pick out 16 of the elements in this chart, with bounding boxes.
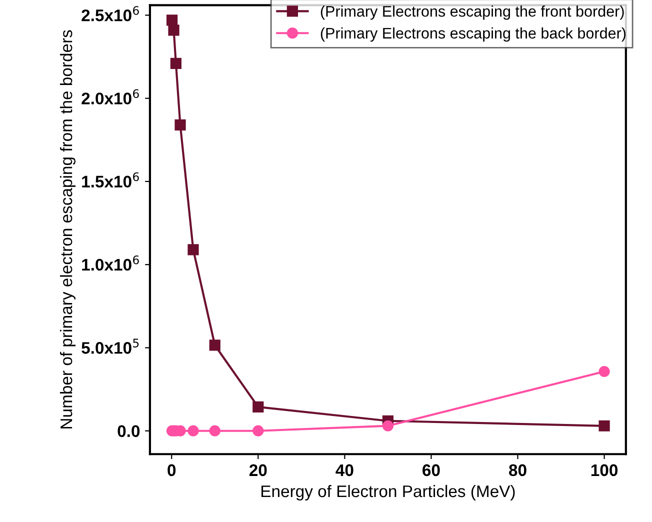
y-tick-label: 0.0 [118,425,140,438]
x-axis-title: Energy of Electron Particles (MeV) [261,484,515,500]
legend-label: (Primary Electrons escaping the front border) [320,6,624,20]
x-tick-label: 80 [509,464,526,476]
y-tick-label: 1.5x10$^{6}$ [82,172,139,188]
legend-label: (Primary Electrons escaping the back border) [320,27,626,42]
y-tick-label: 1.0x10$^{6}$ [82,255,139,271]
x-tick-label: 60 [422,464,440,476]
y-tick-label: 2.0x10$^{6}$ [82,89,139,104]
x-tick-label: 100 [591,464,618,476]
y-tick-label: 2.5x10$^{6}$ [82,6,139,22]
x-tick-label: 20 [249,464,267,476]
x-tick-label: 0 [168,464,176,476]
x-tick-label: 40 [336,464,354,476]
y-axis-title: Number of primary electron escaping from the borders [60,30,76,428]
y-tick-label: 5.0x10$^{5}$ [82,338,139,354]
